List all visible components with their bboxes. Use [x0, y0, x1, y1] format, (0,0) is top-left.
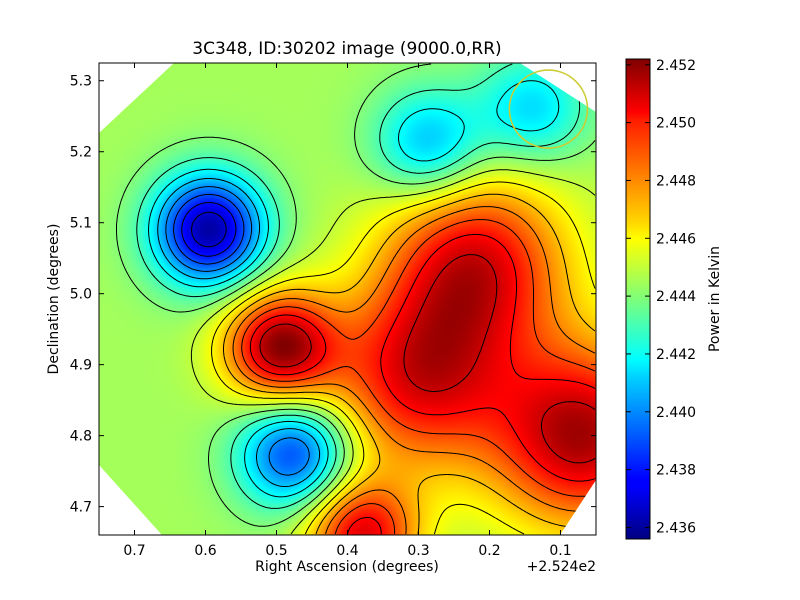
contour-line — [259, 254, 596, 464]
colorbar-label: Power in Kelvin — [707, 246, 723, 352]
contour-line — [249, 233, 596, 535]
y-tick-label: 5.2 — [70, 145, 92, 161]
x-tick-label: 0.3 — [407, 543, 429, 559]
x-tick-label: 0.4 — [336, 543, 358, 559]
chart-title: 3C348, ID:30202 image (9000.0,RR) — [192, 39, 501, 59]
plot-area — [98, 62, 597, 536]
y-tick-label: 4.7 — [70, 500, 92, 516]
colorbar-tick-label: 2.438 — [656, 463, 696, 479]
y-axis-label: Declination (degrees) — [46, 224, 62, 375]
x-tick-label: 0.5 — [265, 543, 287, 559]
y-tick-label: 4.8 — [70, 429, 92, 445]
colorbar-tick-label: 2.442 — [656, 347, 696, 363]
contour-line — [136, 63, 581, 509]
y-tick-label: 5.0 — [70, 287, 92, 303]
colorbar-tick-label: 2.450 — [656, 116, 696, 132]
y-tick-label: 5.3 — [70, 74, 92, 90]
heatmap-image — [99, 63, 596, 535]
colorbar: 2.436 2.438 2.440 2.442 2.444 2.446 2.448 2.450… — [625, 58, 723, 540]
x-tick-label: 0.1 — [549, 543, 571, 559]
x-axis: 0.7 0.6 0.5 0.4 0.3 0.2 0.1 — [123, 63, 572, 559]
contour-line — [116, 63, 596, 527]
y-tick-label: 5.1 — [70, 216, 92, 232]
colorbar-tick-label: 2.436 — [656, 520, 696, 536]
beam-circle — [508, 69, 589, 149]
contour-line — [191, 211, 227, 248]
colorbar-tick-label: 2.452 — [656, 58, 696, 74]
x-offset-label: +2.524e2 — [527, 559, 596, 575]
colorbar-tick-label: 2.440 — [656, 405, 696, 421]
contour-line — [181, 202, 237, 257]
contour-lines — [116, 63, 596, 535]
contour-line — [173, 193, 245, 265]
contour-line — [190, 169, 596, 535]
colorbar-tick-label: 2.446 — [656, 231, 696, 247]
contour-line — [211, 181, 596, 535]
x-tick-label: 0.7 — [123, 543, 145, 559]
contour-line — [241, 219, 596, 535]
y-axis: 4.7 4.8 4.9 5.0 5.1 5.2 5.3 — [70, 74, 596, 516]
colorbar-tick-label: 2.448 — [656, 173, 696, 189]
colorbar-tick-label: 2.444 — [656, 289, 696, 305]
contour-line — [223, 193, 596, 535]
contour-line — [148, 80, 560, 498]
contour-line — [157, 178, 321, 487]
contour-line — [232, 206, 596, 535]
y-tick-label: 4.9 — [70, 358, 92, 374]
x-axis-label: Right Ascension (degrees) — [255, 559, 439, 575]
x-tick-label: 0.6 — [194, 543, 216, 559]
x-tick-label: 0.2 — [478, 543, 500, 559]
colorbar-gradient — [625, 58, 651, 540]
colorbar-ticks: 2.436 2.438 2.440 2.442 2.444 2.446 2.448 2.450… — [626, 58, 696, 536]
contour-line — [165, 186, 310, 476]
